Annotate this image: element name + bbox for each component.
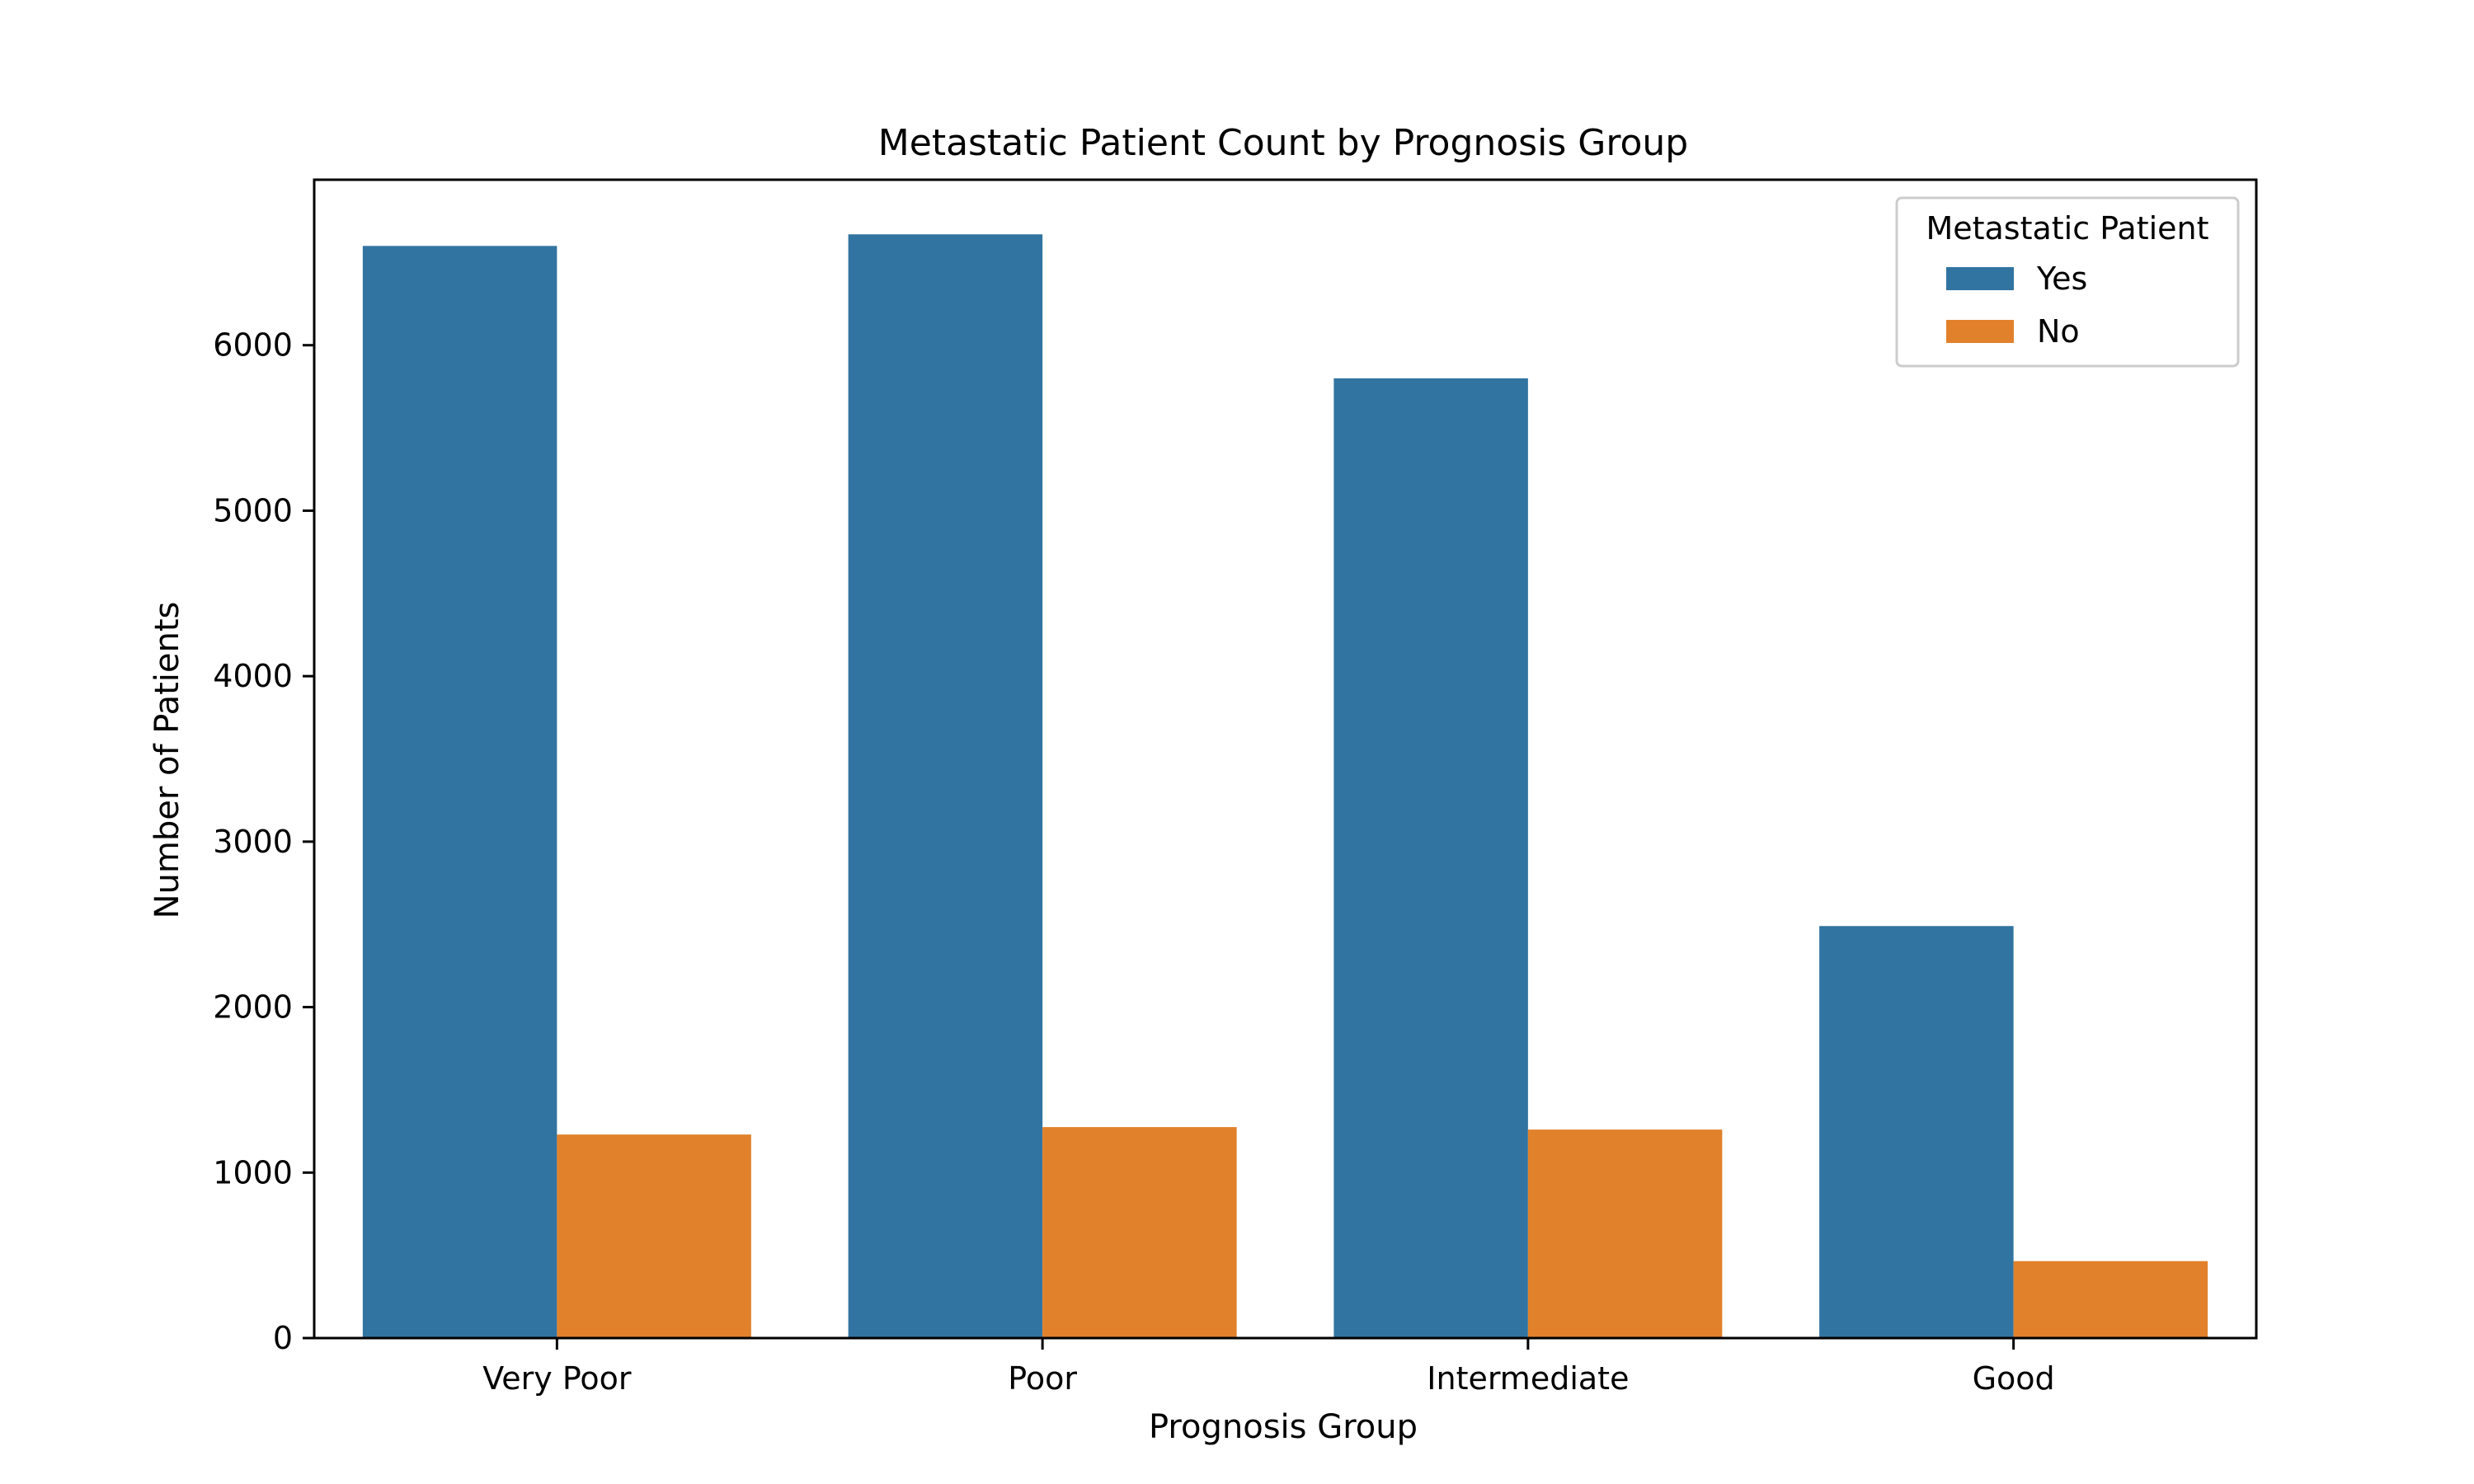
bar-yes-very-poor bbox=[362, 246, 557, 1339]
y-tick-label: 3000 bbox=[213, 824, 293, 860]
x-tick-label: Intermediate bbox=[1427, 1360, 1629, 1397]
y-axis: 0 1000 2000 3000 4000 5000 6000 bbox=[213, 327, 314, 1356]
y-tick-label: 4000 bbox=[213, 658, 293, 694]
bar-yes-poor bbox=[848, 234, 1043, 1338]
chart-title: Metastatic Patient Count by Prognosis Gr… bbox=[878, 122, 1688, 164]
x-tick-label: Good bbox=[1973, 1360, 2055, 1397]
bar-yes-intermediate bbox=[1333, 378, 1528, 1338]
bar-no-intermediate bbox=[1527, 1129, 1723, 1338]
legend-swatch-yes bbox=[1946, 267, 2014, 290]
x-axis-label: Prognosis Group bbox=[1149, 1408, 1418, 1446]
legend: Metastatic Patient Yes No bbox=[1895, 196, 2240, 368]
y-tick-label: 0 bbox=[273, 1320, 293, 1356]
bar-no-very-poor bbox=[557, 1134, 751, 1338]
bar-yes-good bbox=[1819, 926, 2014, 1338]
legend-label-no: No bbox=[2037, 313, 2080, 350]
bar-no-poor bbox=[1042, 1127, 1237, 1338]
legend-title: Metastatic Patient bbox=[1926, 210, 2208, 247]
plot-frame bbox=[313, 178, 2258, 1340]
plot-area bbox=[362, 234, 2208, 1339]
bar-no-good bbox=[2013, 1261, 2208, 1338]
x-axis: Very Poor Poor Intermediate Good bbox=[482, 1338, 2055, 1397]
x-tick-label: Poor bbox=[1008, 1360, 1077, 1397]
y-axis-label: Number of Patients bbox=[148, 602, 186, 919]
y-tick-label: 2000 bbox=[213, 989, 293, 1026]
y-tick-label: 6000 bbox=[213, 327, 293, 364]
y-tick-label: 1000 bbox=[213, 1154, 293, 1190]
y-tick-label: 5000 bbox=[213, 492, 293, 528]
legend-swatch-no bbox=[1946, 320, 2014, 343]
legend-label-yes: Yes bbox=[2036, 261, 2087, 297]
x-tick-label: Very Poor bbox=[482, 1360, 632, 1397]
